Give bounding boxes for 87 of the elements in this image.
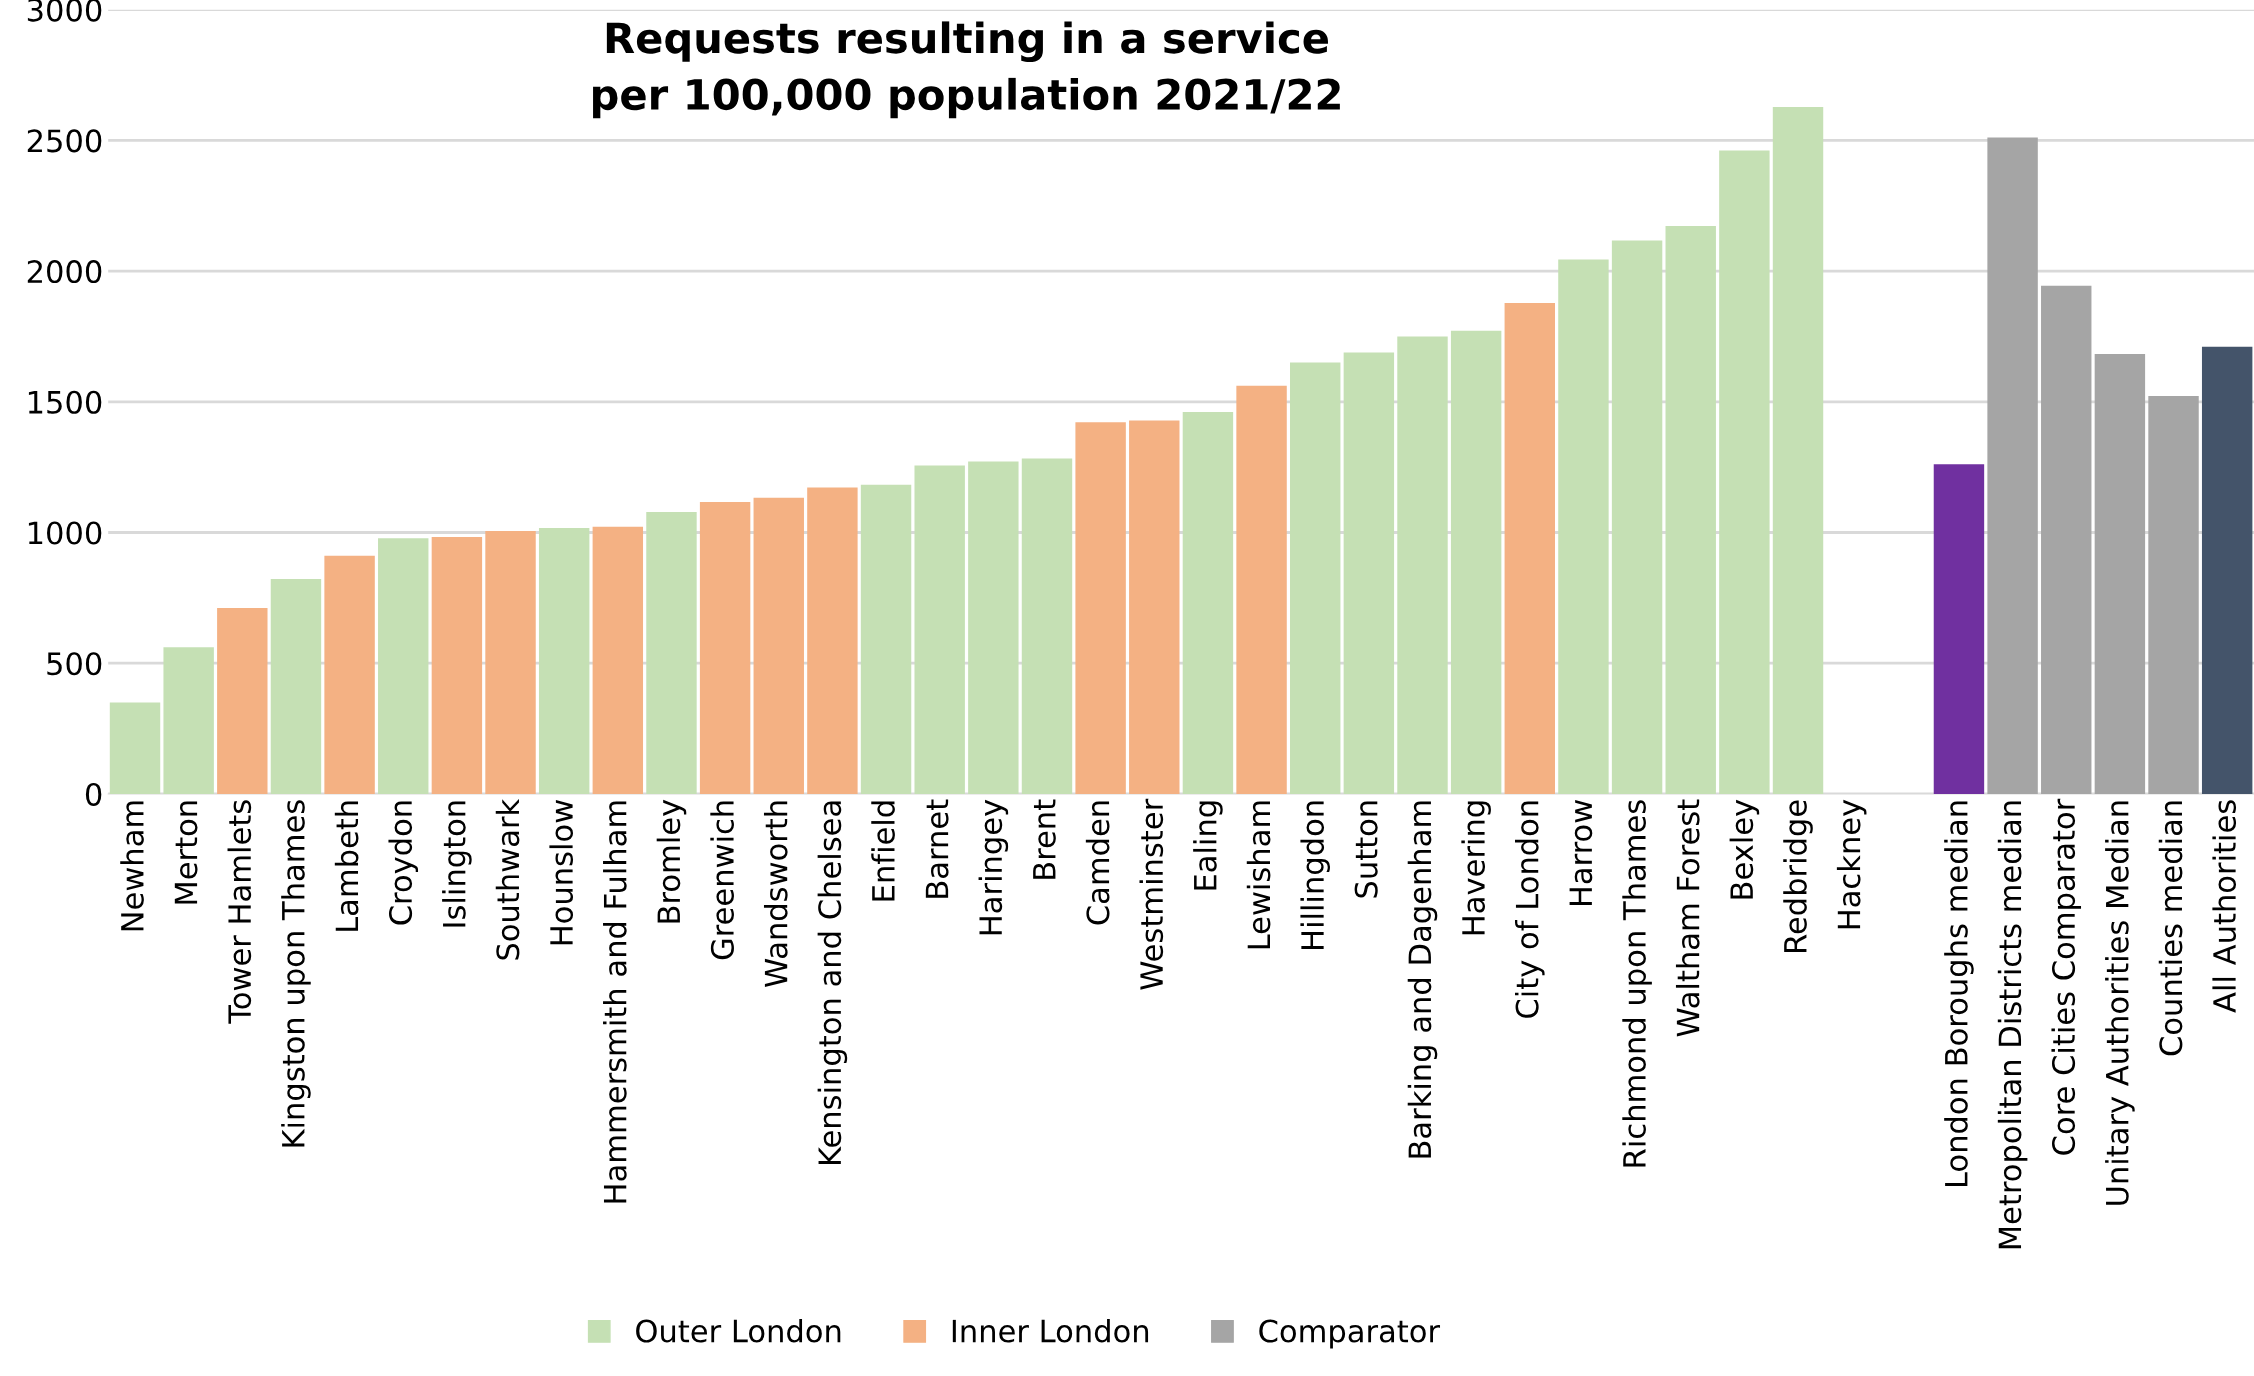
bar [1290, 362, 1341, 794]
bar [109, 702, 161, 794]
x-tick-label: Redbridge [1783, 800, 1813, 952]
bar [1772, 106, 1824, 794]
bar [914, 465, 965, 794]
bar [1397, 336, 1448, 794]
x-tick-label: Unitary Authorities Median [2105, 801, 2135, 1205]
x-tick-label: Kensington and Chelsea [817, 801, 848, 1165]
bar [163, 647, 214, 794]
x-tick-label: City of London [1515, 801, 1545, 1018]
x-tick-label: Kingston upon Thames [281, 800, 311, 1147]
x-tick-label: Lewisham [1246, 801, 1271, 949]
y-tick-label: 500 [47, 652, 102, 676]
x-tick-label: Camden [1085, 801, 1110, 925]
x-tick-label: Bexley [1729, 799, 1760, 899]
bar [324, 555, 375, 794]
x-tick-label: Tower Hamlets [227, 800, 252, 1024]
x-tick-label: Richmond upon Thames [1622, 800, 1652, 1167]
bar [699, 501, 751, 794]
x-tick-label: Bromley [656, 799, 687, 923]
x-tick-label: Barking and Dagenham [1407, 801, 1438, 1158]
bar [807, 487, 858, 794]
y-tick-label: 2500 [27, 129, 102, 153]
y-tick-label: 1500 [28, 390, 102, 414]
x-tick-label: Sutton [1354, 801, 1378, 898]
x-tick-label: Hillingdon [1300, 801, 1330, 949]
bar [753, 497, 804, 794]
x-tick-label: Westminster [1139, 798, 1164, 990]
x-tick-label: Greenwich [710, 801, 734, 960]
x-tick-label: Barnet [925, 799, 949, 898]
bar [1021, 458, 1073, 794]
bar [431, 536, 483, 794]
bar [646, 512, 697, 794]
x-tick-label: Core Cities Comparator [2051, 798, 2082, 1155]
bar [1611, 240, 1663, 794]
bar [2148, 396, 2199, 794]
x-tick-label: London Boroughs median [1944, 801, 1974, 1187]
x-tick-label: Brent [1033, 799, 1056, 879]
bar [1665, 226, 1716, 794]
x-tick-label: All Authorities [2212, 800, 2237, 1013]
x-tick-label: Lambeth [334, 801, 359, 931]
y-tick-label: 1000 [28, 521, 102, 545]
bar [270, 579, 322, 794]
x-tick-label: Wandsworth [763, 801, 788, 988]
bar [217, 608, 268, 794]
legend-label: Inner London [952, 1318, 1149, 1343]
x-tick-label: Hammersmith and Fulham [603, 801, 627, 1203]
bar [1129, 420, 1180, 794]
bar [1343, 352, 1395, 794]
bar [2201, 346, 2253, 794]
bar [1933, 464, 1985, 794]
x-tick-label: Southwark [495, 798, 520, 960]
bar [538, 528, 590, 794]
x-tick-label: Havering [1461, 801, 1491, 935]
x-tick-label: Merton [174, 801, 198, 904]
bar [2041, 285, 2092, 794]
y-tick-label: 2000 [27, 260, 102, 284]
x-tick-label: Ealing [1193, 801, 1223, 890]
x-tick-label: Hackney [1836, 799, 1867, 929]
x-tick-label: Newham [120, 801, 144, 931]
legend-label: Comparator [1259, 1319, 1441, 1349]
x-tick-label: Counties median [2158, 801, 2183, 1056]
x-tick-label: Harrow [1569, 800, 1593, 906]
bar [1558, 259, 1609, 794]
bar [485, 530, 536, 794]
bar [1236, 385, 1287, 794]
x-tick-label: Haringey [978, 799, 1009, 935]
bar [1075, 422, 1126, 794]
bar [1987, 137, 2038, 794]
x-tick-label: Hounslow [549, 800, 574, 945]
x-tick-label: Waltham Forest [1675, 799, 1700, 1037]
bar [1719, 150, 1770, 794]
bar [1450, 330, 1502, 794]
bar [968, 461, 1019, 794]
bar [860, 484, 912, 794]
bar [592, 526, 644, 794]
legend-label: Outer London [636, 1318, 841, 1343]
text: Requests resulting in a service per 100,000 population 2021/22 [593, 21, 1340, 119]
x-tick-label: Croydon [388, 801, 419, 925]
bar [1182, 411, 1234, 794]
x-tick-label: Enfield [871, 801, 895, 901]
bar [378, 538, 429, 794]
bar [2094, 353, 2146, 794]
y-tick-label: 0 [85, 782, 102, 806]
bar [1504, 302, 1555, 794]
x-tick-label: Metropolitan Districts median [1997, 801, 2028, 1249]
x-tick-label: Islington [442, 801, 472, 927]
